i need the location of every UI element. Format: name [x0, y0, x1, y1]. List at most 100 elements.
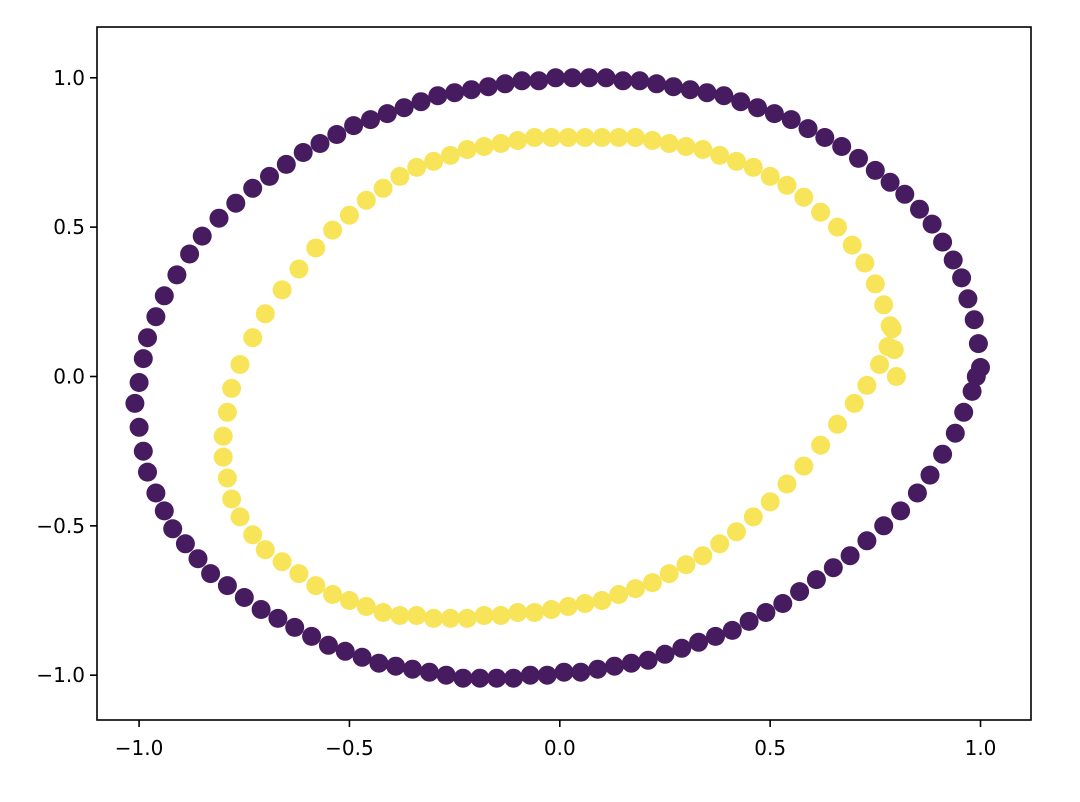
point-class0-52 [180, 244, 200, 264]
point-class0-70 [234, 588, 254, 607]
point-class1-19 [626, 128, 645, 147]
point-class0-23 [663, 77, 683, 97]
point-class1-23 [558, 128, 578, 147]
point-class0-38 [411, 92, 431, 112]
point-class0-20 [714, 86, 734, 106]
point-class1-61 [407, 606, 427, 625]
point-class1-39 [289, 259, 309, 279]
point-class1-85 [811, 435, 831, 455]
point-class0-40 [377, 104, 397, 124]
point-class0-41 [361, 110, 380, 130]
point-class0-8 [910, 199, 929, 219]
point-class0-53 [167, 265, 187, 285]
point-class0-116 [966, 367, 986, 386]
point-class0-13 [832, 137, 852, 156]
point-class1-26 [508, 131, 528, 150]
point-class0-87 [520, 665, 540, 685]
point-class1-64 [457, 608, 477, 628]
point-class0-57 [133, 349, 153, 369]
y-tick-label-3: 0.5 [53, 215, 85, 239]
point-class1-24 [541, 128, 561, 147]
x-tick-label-2: 0.0 [544, 736, 576, 760]
point-class1-43 [230, 355, 250, 374]
point-class1-40 [272, 280, 292, 300]
point-class0-103 [790, 582, 810, 602]
point-class1-7 [828, 217, 847, 237]
point-class1-27 [491, 134, 511, 153]
point-class1-54 [289, 564, 309, 584]
point-class0-49 [226, 193, 246, 213]
point-class0-30 [546, 68, 566, 88]
point-class0-35 [461, 80, 481, 100]
point-class1-42 [243, 328, 263, 348]
point-class0-115 [962, 381, 982, 401]
point-class0-1 [968, 334, 988, 354]
x-tick-label-0: −1.0 [115, 736, 164, 760]
point-class0-47 [260, 166, 279, 186]
point-class1-11 [760, 166, 780, 186]
point-class1-3 [874, 295, 894, 315]
point-class1-51 [243, 525, 263, 545]
point-class0-62 [138, 462, 157, 482]
point-class0-63 [146, 483, 166, 503]
point-class0-7 [922, 214, 942, 234]
point-class0-89 [554, 662, 574, 682]
point-class0-14 [815, 128, 835, 147]
point-class0-97 [689, 632, 709, 652]
point-class0-26 [613, 71, 633, 91]
plot-frame [96, 26, 1032, 721]
point-class1-31 [424, 151, 444, 171]
point-class1-87 [844, 393, 864, 413]
y-tick-label-1: −0.5 [36, 514, 85, 538]
point-class0-72 [268, 608, 288, 628]
point-class1-49 [222, 489, 242, 509]
point-class0-44 [310, 134, 330, 153]
point-class1-86 [828, 414, 847, 434]
point-class0-77 [352, 647, 372, 667]
point-class0-6 [933, 232, 953, 252]
point-class1-8 [811, 202, 831, 222]
point-class1-83 [777, 474, 797, 494]
point-class1-29 [457, 140, 477, 159]
point-class0-11 [865, 160, 885, 180]
point-class0-48 [243, 178, 263, 198]
point-class0-18 [748, 98, 767, 118]
point-class0-114 [954, 402, 974, 422]
point-class0-80 [403, 659, 422, 679]
point-class0-92 [605, 656, 624, 676]
point-class1-66 [491, 606, 511, 625]
point-class1-17 [659, 134, 679, 153]
point-class0-68 [201, 564, 221, 584]
point-class1-15 [693, 140, 713, 159]
point-class0-71 [251, 600, 271, 619]
point-class1-81 [743, 507, 763, 527]
point-class1-79 [710, 534, 730, 554]
point-class0-90 [571, 662, 591, 682]
point-class1-72 [592, 591, 612, 610]
point-class0-76 [335, 641, 355, 661]
point-class1-4 [865, 274, 885, 294]
point-class1-12 [743, 157, 763, 177]
point-class0-112 [933, 444, 953, 464]
point-class0-21 [697, 83, 717, 103]
data-points [125, 68, 990, 688]
point-class0-75 [318, 635, 338, 655]
point-class0-19 [731, 92, 751, 112]
point-class1-21 [592, 128, 612, 147]
point-class0-74 [302, 626, 322, 646]
point-class0-31 [529, 71, 549, 91]
point-class0-25 [630, 71, 650, 91]
point-class1-5 [855, 253, 875, 273]
point-class1-77 [676, 555, 696, 575]
point-class0-24 [647, 74, 667, 94]
point-class0-45 [293, 143, 313, 162]
point-class0-39 [394, 98, 414, 118]
point-class0-3 [958, 289, 978, 309]
point-class0-98 [706, 626, 725, 646]
point-class1-44 [222, 378, 242, 398]
point-class0-96 [672, 638, 692, 658]
point-class1-91 [882, 319, 902, 339]
point-class0-101 [756, 603, 776, 622]
